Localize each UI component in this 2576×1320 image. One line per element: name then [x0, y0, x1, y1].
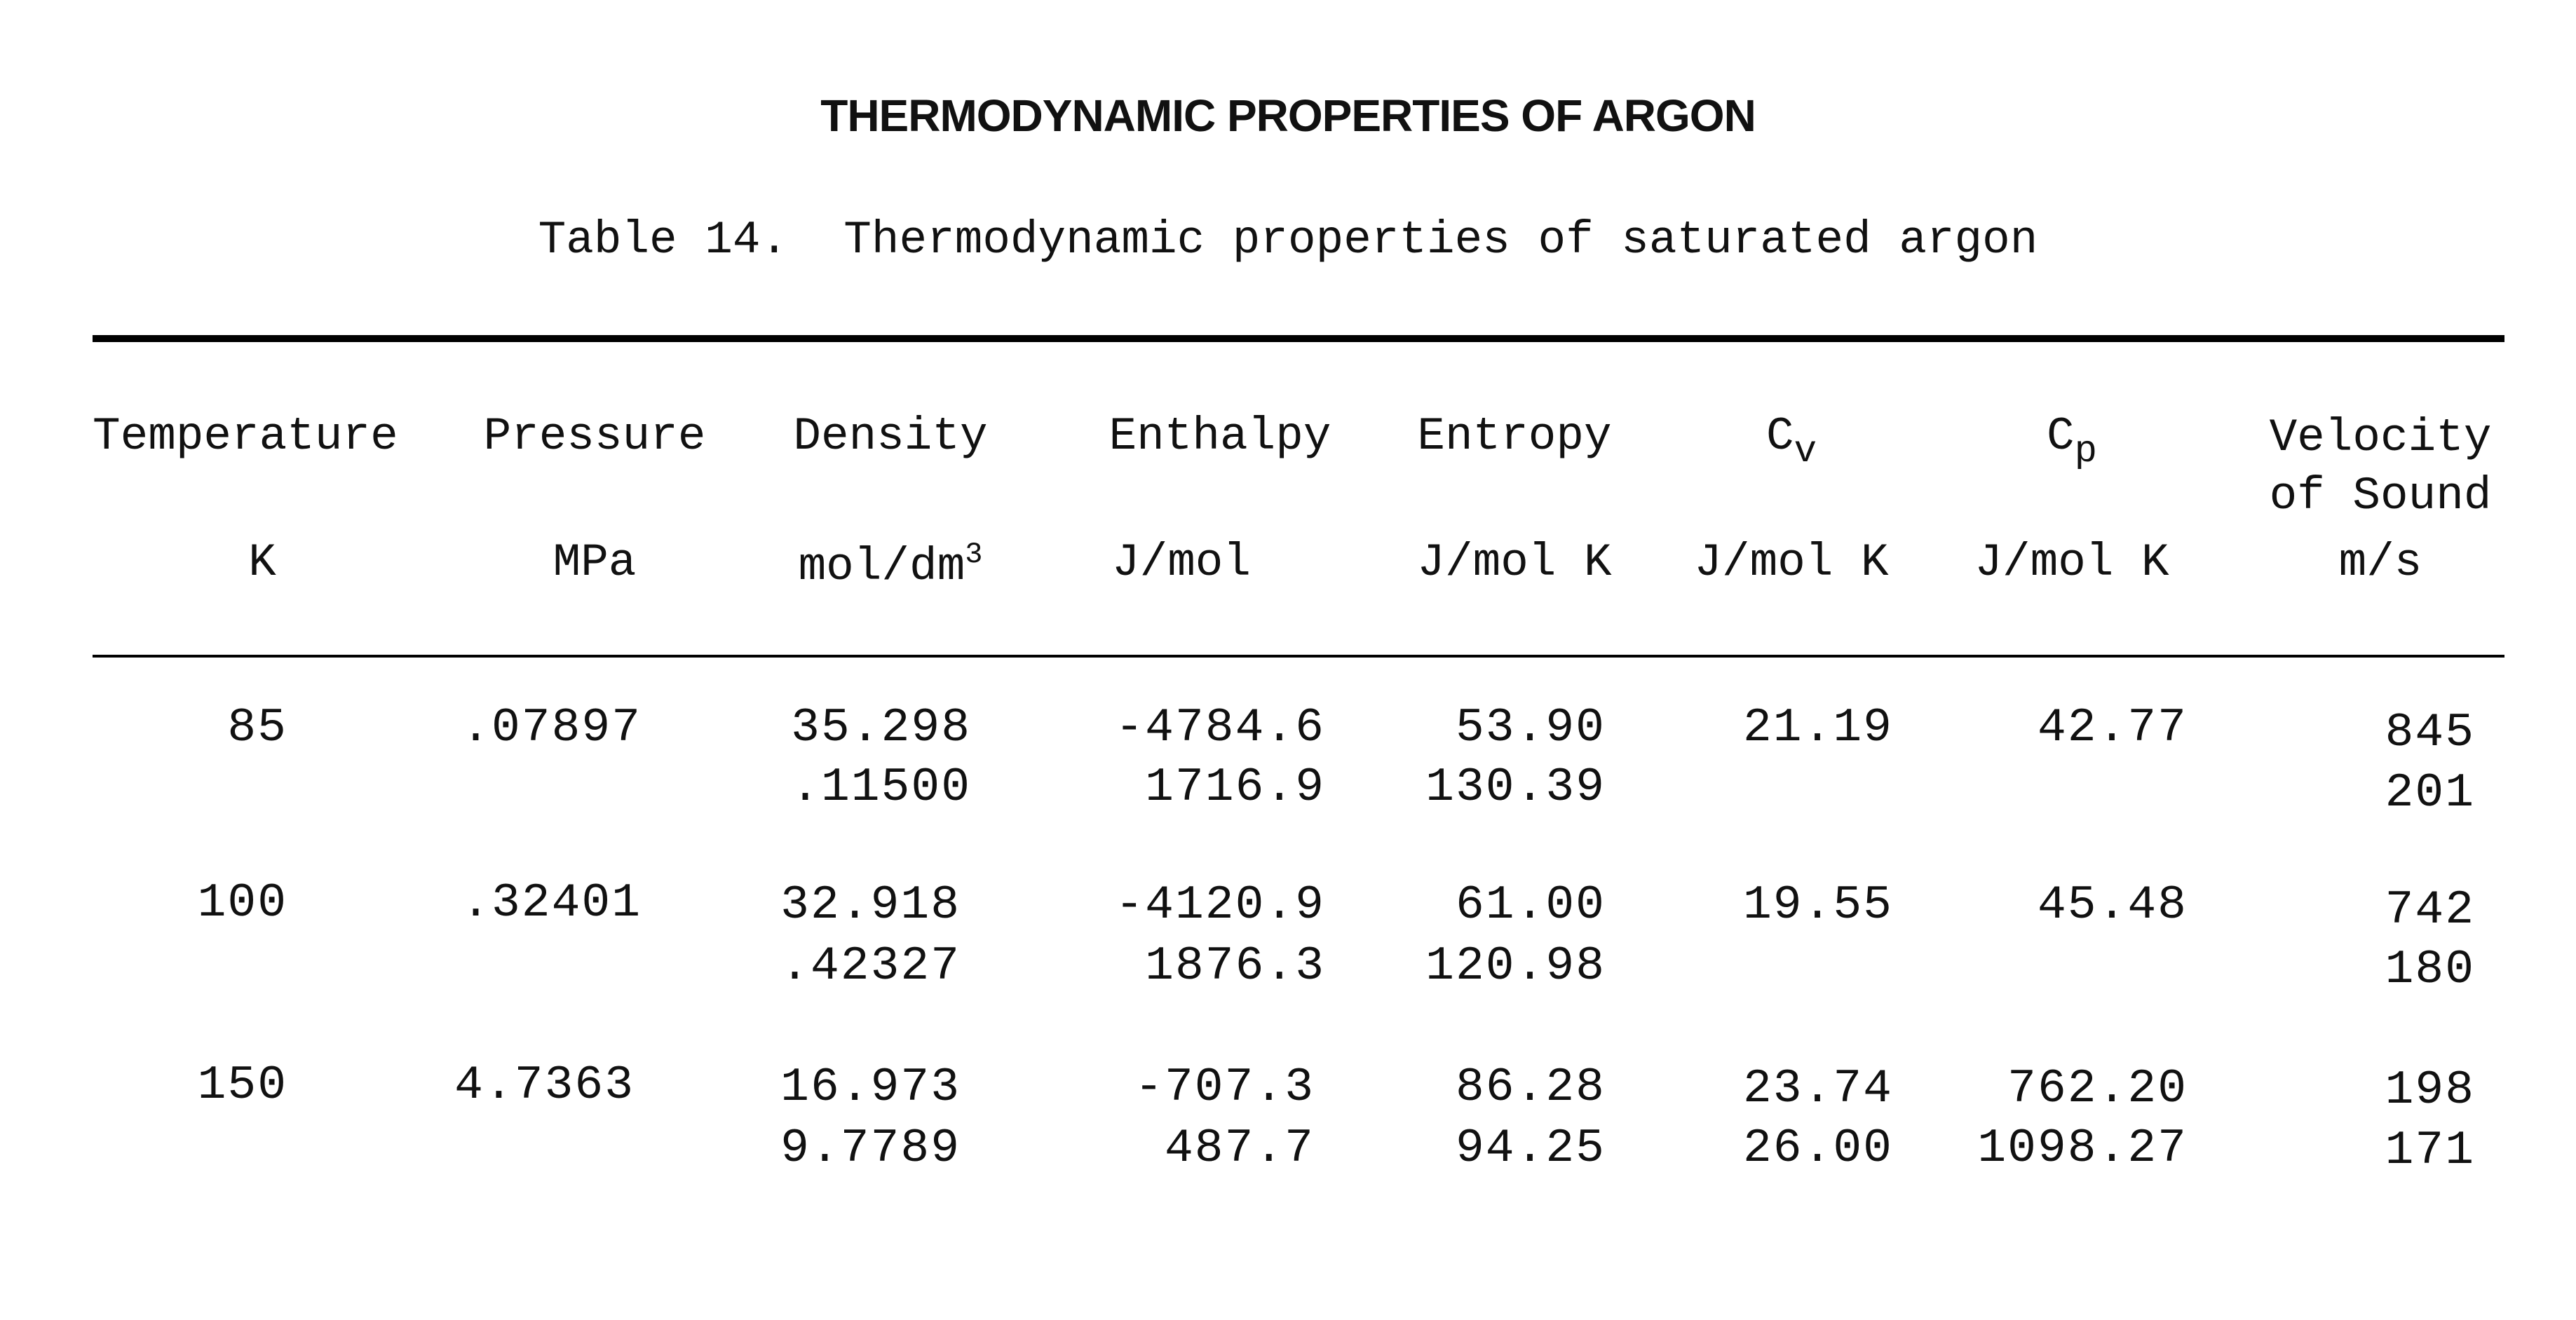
col-header-density: Density	[793, 410, 988, 463]
col-unit-temperature: K	[248, 536, 276, 589]
cell-density-vapor: 9.7789	[780, 1122, 961, 1176]
cell-enthalpy-liquid: -4120.9	[1115, 878, 1325, 932]
cell-density-liquid: 16.973	[780, 1061, 961, 1115]
cell-cv-liquid: 23.74	[1742, 1062, 1893, 1116]
running-title: THERMODYNAMIC PROPERTIES OF ARGON	[820, 90, 1756, 141]
cell-sound-liquid: 198	[2385, 1063, 2475, 1117]
col-header-cp: Cp	[2046, 410, 2098, 473]
cell-entropy-vapor: 120.98	[1425, 939, 1606, 993]
cell-density-liquid: 35.298	[791, 701, 971, 755]
col-unit-velocity: m/s	[2338, 536, 2422, 589]
cell-enthalpy-vapor: 1876.3	[1145, 939, 1325, 993]
cell-entropy-vapor: 94.25	[1455, 1122, 1606, 1176]
table-header-rule	[93, 655, 2504, 658]
cell-enthalpy-liquid: -4784.6	[1115, 701, 1325, 755]
col-header-entropy: Entropy	[1417, 410, 1612, 463]
cell-density-liquid: 32.918	[780, 878, 961, 932]
cell-temperature: 85	[227, 701, 287, 755]
cell-pressure: 4.7363	[454, 1059, 635, 1113]
cell-pressure: .32401	[461, 876, 642, 930]
col-header-velocity: Velocity	[2269, 411, 2492, 464]
cell-entropy-liquid: 53.90	[1455, 701, 1606, 755]
cell-sound-liquid: 845	[2385, 706, 2475, 760]
col-unit-pressure: MPa	[553, 536, 637, 589]
cell-sound-vapor: 201	[2385, 766, 2475, 820]
cell-cp-liquid: 42.77	[2037, 701, 2188, 755]
cell-sound-vapor: 171	[2385, 1124, 2475, 1178]
cell-cv-liquid: 21.19	[1742, 701, 1893, 755]
col-unit-cp: J/mol K	[1974, 536, 2169, 589]
col-unit-entropy: J/mol K	[1417, 536, 1612, 589]
cell-cv-liquid: 19.55	[1742, 878, 1893, 932]
cell-sound-liquid: 742	[2385, 883, 2475, 937]
cell-entropy-liquid: 86.28	[1455, 1061, 1606, 1115]
cell-entropy-vapor: 130.39	[1425, 761, 1606, 815]
col-header-of-sound: of Sound	[2269, 470, 2492, 522]
cell-sound-vapor: 180	[2385, 943, 2475, 997]
cell-cp-vapor: 1098.27	[1977, 1122, 2188, 1176]
cell-cv-vapor: 26.00	[1742, 1122, 1893, 1176]
col-unit-enthalpy: J/mol	[1111, 536, 1252, 589]
col-unit-cv: J/mol K	[1694, 536, 1889, 589]
cell-entropy-liquid: 61.00	[1455, 878, 1606, 932]
cell-enthalpy-vapor: 1716.9	[1145, 761, 1325, 815]
col-header-pressure: Pressure	[483, 410, 706, 463]
cell-density-vapor: .11500	[791, 761, 971, 815]
cell-cp-liquid: 45.48	[2037, 878, 2188, 932]
cell-enthalpy-liquid: -707.3	[1134, 1061, 1315, 1115]
col-header-enthalpy: Enthalpy	[1109, 410, 1331, 463]
table-top-rule	[93, 335, 2504, 342]
cell-enthalpy-vapor: 487.7	[1164, 1122, 1315, 1176]
col-header-cv: Cv	[1765, 410, 1817, 473]
cell-cp-liquid: 762.20	[2007, 1062, 2188, 1116]
col-unit-density: mol/dm3	[798, 538, 983, 593]
table-caption: Table 14. Thermodynamic properties of sa…	[538, 214, 2038, 266]
col-header-temperature: Temperature	[93, 410, 398, 463]
cell-density-vapor: .42327	[780, 939, 961, 993]
cell-pressure: .07897	[461, 701, 642, 755]
cell-temperature: 100	[197, 876, 287, 930]
cell-temperature: 150	[197, 1059, 287, 1113]
